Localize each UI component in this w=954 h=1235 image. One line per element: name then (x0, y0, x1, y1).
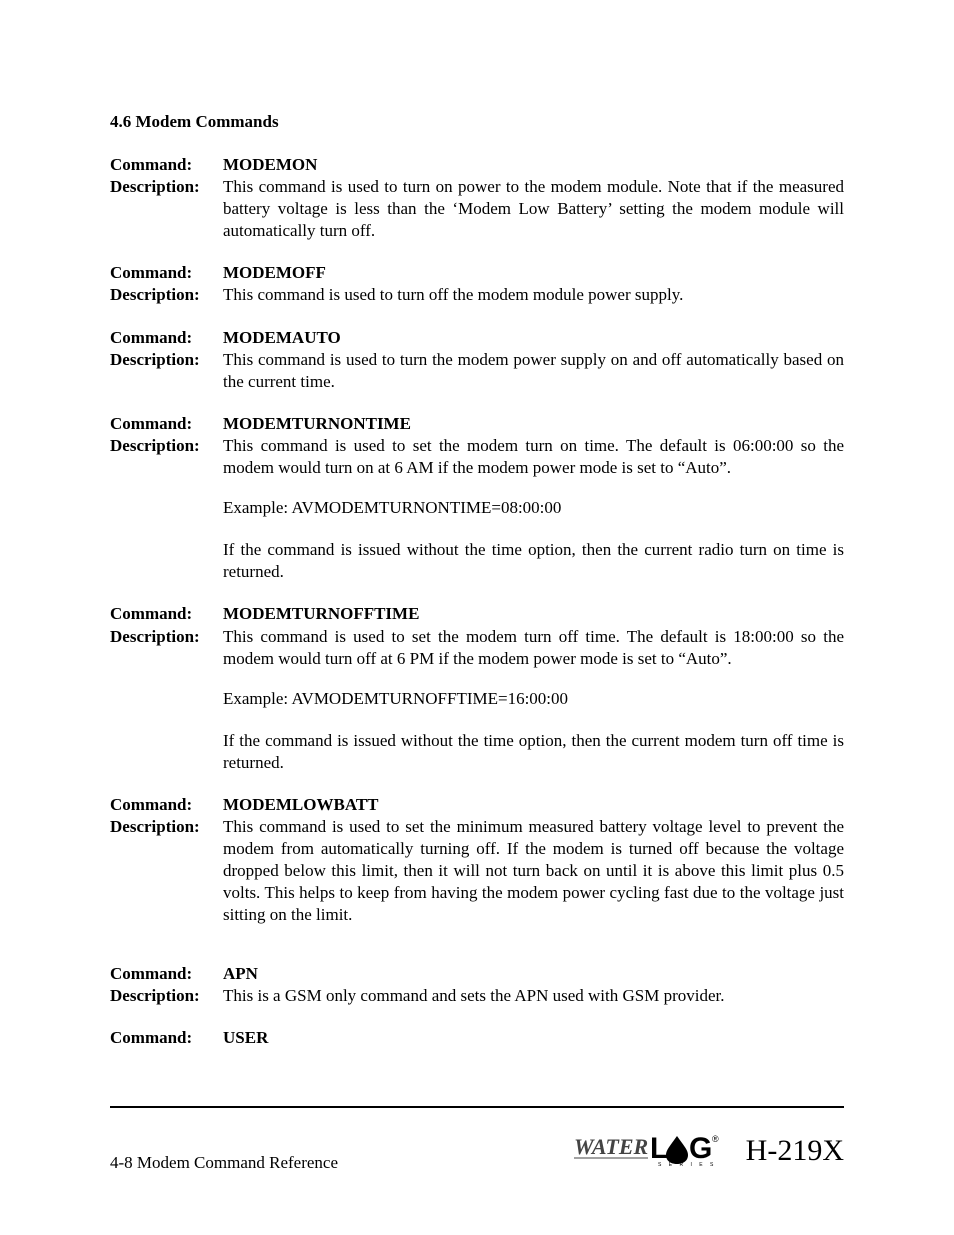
command-name: MODEMAUTO (223, 327, 844, 349)
command-description: This command is used to set the minimum … (223, 816, 844, 926)
command-name: MODEMTURNONTIME (223, 413, 844, 435)
command-entry-modemauto: Command: MODEMAUTO Description: This com… (110, 327, 844, 393)
waterlog-logo-icon: WATER L G ® S E R I E S (574, 1128, 734, 1173)
water-drop-icon (666, 1136, 688, 1164)
command-label: Command: (110, 1027, 223, 1049)
command-example: Example: AVMODEMTURNOFFTIME=16:00:00 (223, 688, 844, 710)
command-description: This command is used to turn on power to… (223, 176, 844, 242)
svg-text:L: L (650, 1132, 668, 1165)
command-note: If the command is issued without the tim… (223, 730, 844, 774)
description-label: Description: (110, 435, 223, 479)
command-label: Command: (110, 413, 223, 435)
command-description: This command is used to set the modem tu… (223, 435, 844, 479)
description-label: Description: (110, 985, 223, 1007)
registered-mark: ® (712, 1134, 719, 1144)
command-note: If the command is issued without the tim… (223, 539, 844, 583)
page-footer: 4-8 Modem Command Reference WATER L G ® … (110, 1128, 844, 1173)
logo-series-text: S E R I E S (658, 1162, 716, 1168)
description-label: Description: (110, 284, 223, 306)
document-page: 4.6 Modem Commands Command: MODEMON Desc… (0, 0, 954, 1235)
command-label: Command: (110, 262, 223, 284)
command-label: Command: (110, 327, 223, 349)
command-label: Command: (110, 603, 223, 625)
command-entry-modemturnofftime: Command: MODEMTURNOFFTIME Description: T… (110, 603, 844, 669)
command-name: APN (223, 963, 844, 985)
footer-divider (110, 1106, 844, 1108)
command-name: MODEMOFF (223, 262, 844, 284)
footer-right: WATER L G ® S E R I E S H-219X (574, 1128, 844, 1173)
model-number: H-219X (746, 1134, 844, 1168)
command-entry-modemlowbatt: Command: MODEMLOWBATT Description: This … (110, 794, 844, 927)
description-label: Description: (110, 816, 223, 926)
logo-water-text: WATER (574, 1134, 648, 1159)
command-name: USER (223, 1027, 844, 1049)
command-entry-modemoff: Command: MODEMOFF Description: This comm… (110, 262, 844, 306)
section-title: 4.6 Modem Commands (110, 112, 844, 132)
command-name: MODEMTURNOFFTIME (223, 603, 844, 625)
command-label: Command: (110, 794, 223, 816)
svg-text:G: G (689, 1132, 712, 1165)
command-entry-modemturnontime: Command: MODEMTURNONTIME Description: Th… (110, 413, 844, 479)
command-entry-modemon: Command: MODEMON Description: This comma… (110, 154, 844, 242)
description-label: Description: (110, 176, 223, 242)
command-name: MODEMON (223, 154, 844, 176)
footer-left-text: 4-8 Modem Command Reference (110, 1153, 338, 1173)
command-entry-apn: Command: APN Description: This is a GSM … (110, 963, 844, 1007)
command-entry-user: Command: USER (110, 1027, 844, 1049)
command-name: MODEMLOWBATT (223, 794, 844, 816)
command-label: Command: (110, 154, 223, 176)
command-description: This is a GSM only command and sets the … (223, 985, 844, 1007)
command-label: Command: (110, 963, 223, 985)
command-description: This command is used to turn the modem p… (223, 349, 844, 393)
description-label: Description: (110, 349, 223, 393)
description-label: Description: (110, 626, 223, 670)
command-example: Example: AVMODEMTURNONTIME=08:00:00 (223, 497, 844, 519)
command-description: This command is used to set the modem tu… (223, 626, 844, 670)
command-description: This command is used to turn off the mod… (223, 284, 844, 306)
